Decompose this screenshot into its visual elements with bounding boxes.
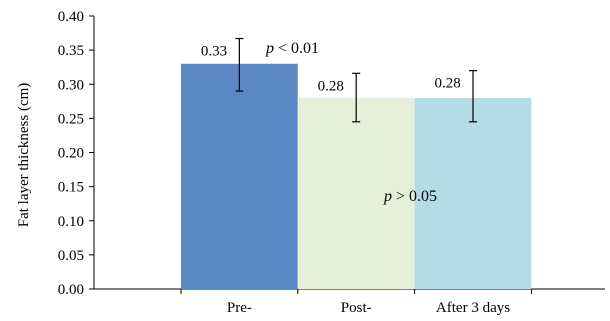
y-tick-label: 0.30 [58,77,84,93]
y-tick-label: 0.15 [58,180,84,196]
y-tick-label: 0.05 [58,248,84,264]
bar-post [297,97,415,290]
y-tick-label: 0.00 [58,282,84,298]
data-label: 0.28 [318,78,344,94]
error-bars [235,37,478,123]
annotation-p-symbol: p [383,188,392,205]
y-axis: 0.00 0.05 0.10 0.15 0.20 0.25 0.30 0.35 0.40 [58,9,95,298]
x-tick-label: After 3 days [436,300,510,316]
x-tick-label: Pre- [227,300,252,316]
annotation-p-symbol: p [265,40,274,57]
data-label: 0.33 [201,44,227,60]
annotation-p-gt-005: p > 0.05 [383,188,437,205]
y-axis-title: Fat layer thickness (cm) [16,83,32,228]
x-tick-label: Post- [341,300,372,316]
data-label: 0.28 [434,76,460,92]
data-labels: 0.33 0.28 0.28 [201,44,461,95]
annotation-p-lt-001: p < 0.01 [265,40,319,57]
bar-pre [180,63,298,290]
y-tick-label: 0.20 [58,146,84,162]
bar-after-3-days [414,97,532,290]
annotation-p-value: < 0.01 [274,40,319,57]
y-tick-label: 0.10 [58,214,84,230]
x-axis: Pre- Post- After 3 days [94,288,605,316]
bars [180,63,532,290]
y-tick-label: 0.25 [58,111,84,127]
y-tick-label: 0.40 [58,9,84,25]
y-tick-label: 0.35 [58,43,84,59]
annotation-p-value: > 0.05 [392,188,437,205]
